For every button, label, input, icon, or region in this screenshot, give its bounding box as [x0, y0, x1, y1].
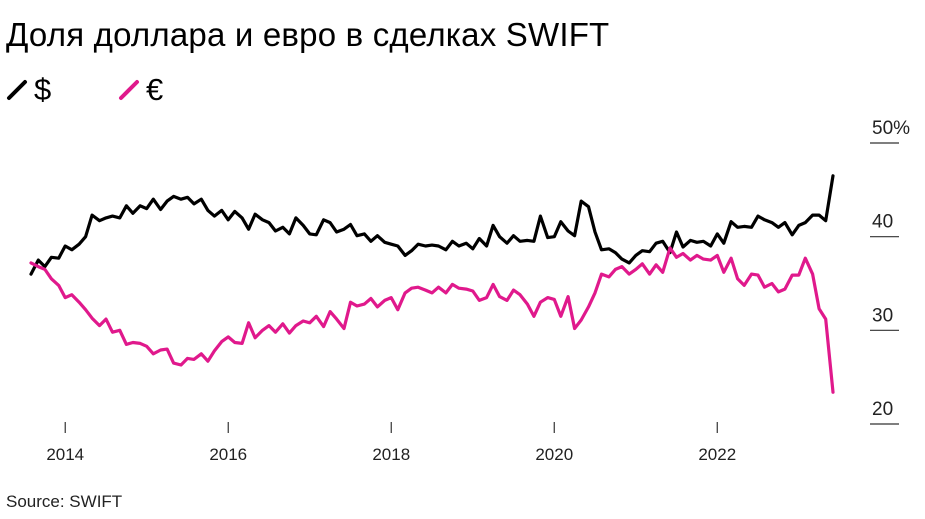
- legend-label-eur: €: [146, 72, 164, 107]
- y-tick-label-30: 30: [872, 305, 893, 326]
- x-tick-label-2022: 2022: [698, 445, 736, 464]
- y-tick-label-40: 40: [872, 212, 893, 233]
- series-line-usd: [29, 174, 835, 276]
- legend-label-usd: $: [34, 72, 52, 107]
- legend-swatch-usd: [7, 80, 27, 100]
- legend-swatch-eur: [119, 80, 139, 100]
- legend-item-eur: €: [118, 72, 163, 108]
- x-tick-label-2014: 2014: [46, 445, 84, 464]
- legend-item-usd: $: [6, 72, 51, 108]
- x-tick-label-2020: 2020: [535, 445, 573, 464]
- x-tick-label-2018: 2018: [372, 445, 410, 464]
- chart-title: Доля доллара и евро в сделках SWIFT: [6, 16, 610, 53]
- y-tick-label-50: 50%: [872, 118, 910, 139]
- source-note: Source: SWIFT: [6, 492, 123, 511]
- x-tick-label-2016: 2016: [209, 445, 247, 464]
- series-line-eur: [29, 246, 835, 394]
- y-tick-label-20: 20: [872, 399, 893, 420]
